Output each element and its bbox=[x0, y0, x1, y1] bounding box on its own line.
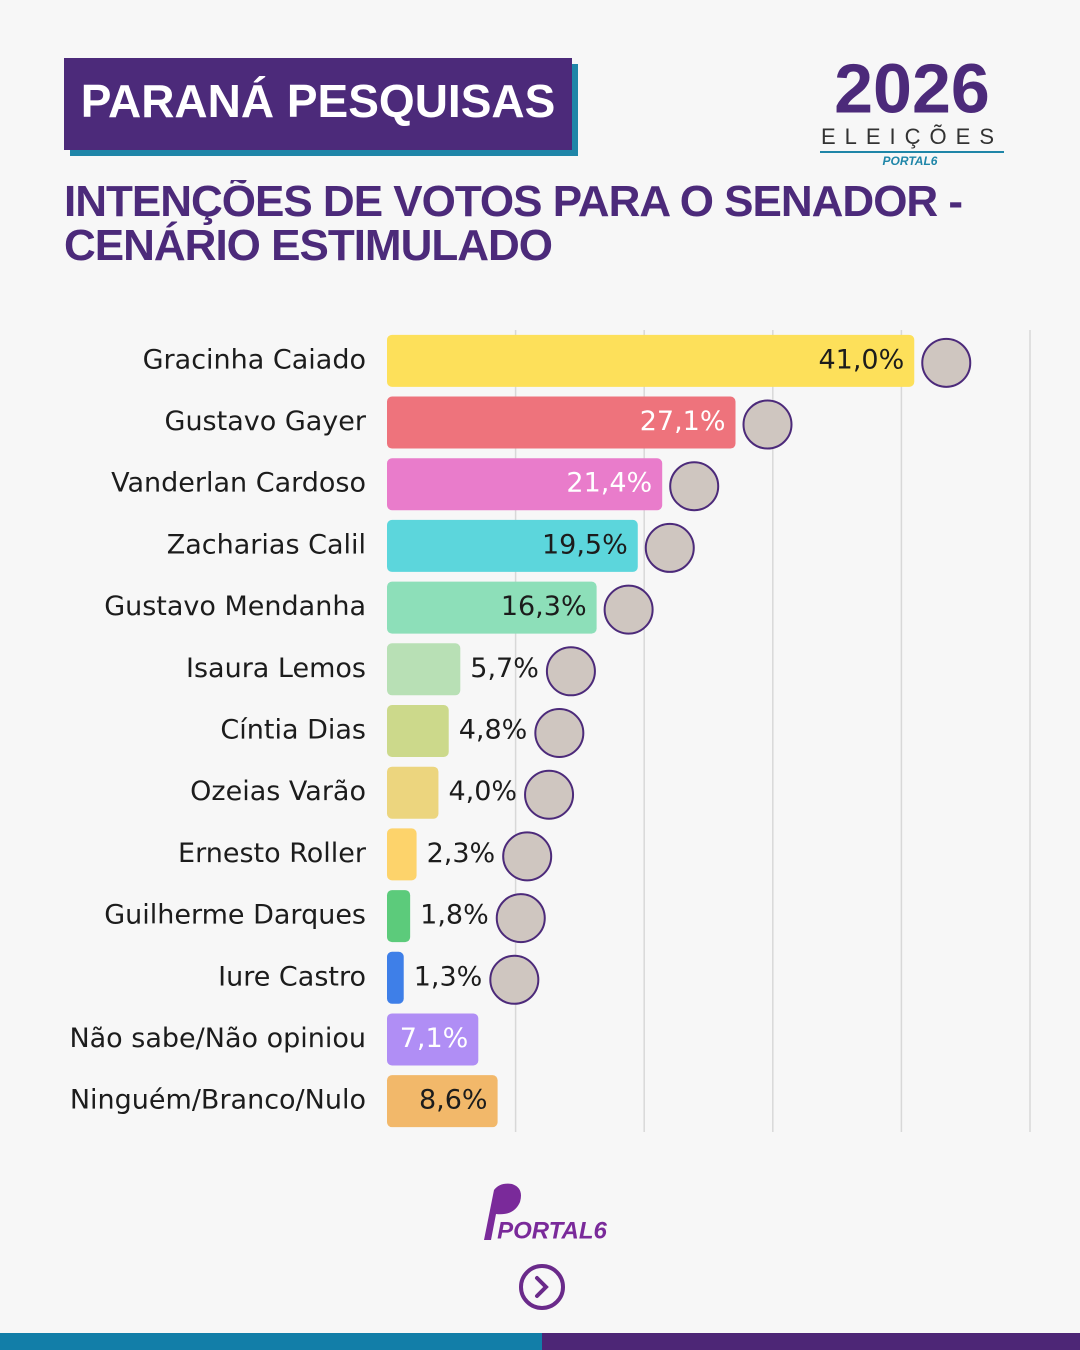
avatar bbox=[489, 954, 540, 1005]
title-box: INTENÇÕES DE VOTOS PARA O SENADOR - CENÁ… bbox=[64, 180, 963, 270]
footer-logo-mark bbox=[484, 1183, 521, 1240]
badge-text: PARANÁ PESQUISAS bbox=[81, 75, 556, 127]
value-label: 41,0% bbox=[818, 344, 904, 375]
avatar bbox=[545, 646, 596, 697]
chart: Gracinha Caiado 41,0% Gustavo Gayer 27,1% Va… bbox=[69, 330, 1031, 1132]
value-label: 7,1% bbox=[400, 1023, 469, 1054]
avatar bbox=[502, 831, 553, 882]
y-tick-label: Gustavo Mendanha bbox=[104, 591, 366, 622]
bar bbox=[387, 766, 439, 819]
y-tick-label: Gustavo Gayer bbox=[165, 406, 367, 437]
y-tick-label: Isaura Lemos bbox=[186, 653, 366, 684]
bar bbox=[387, 643, 461, 696]
bar bbox=[387, 890, 411, 943]
footer-brand: PORTAL6 bbox=[497, 1217, 607, 1244]
logo-year: 2026 bbox=[834, 49, 990, 127]
next-arrow bbox=[535, 1276, 549, 1298]
bar bbox=[387, 951, 404, 1004]
footer-bar-left bbox=[0, 1333, 542, 1350]
logo-brand: PORTAL6 bbox=[883, 154, 938, 168]
chart-title: INTENÇÕES DE VOTOS PARA O SENADOR - CENÁ… bbox=[64, 180, 963, 270]
bar bbox=[387, 581, 597, 634]
bar bbox=[387, 396, 736, 449]
logo-caption: ELEIÇÕES bbox=[821, 124, 1003, 149]
bar bbox=[387, 1013, 479, 1066]
avatar bbox=[534, 708, 585, 758]
value-label: 27,1% bbox=[640, 406, 726, 437]
value-label: 19,5% bbox=[542, 529, 628, 560]
bar bbox=[387, 705, 449, 757]
avatar bbox=[742, 399, 793, 450]
y-tick-label: Vanderlan Cardoso bbox=[111, 468, 366, 499]
y-tick-label: Iure Castro bbox=[218, 961, 366, 992]
bar bbox=[387, 519, 638, 572]
next-button[interactable] bbox=[519, 1264, 565, 1310]
y-tick-label: Cíntia Dias bbox=[220, 715, 366, 746]
avatar bbox=[524, 769, 575, 820]
value-label: 4,8% bbox=[459, 715, 528, 746]
value-label: 5,7% bbox=[470, 653, 539, 684]
y-tick-label: Ozeias Varão bbox=[190, 776, 366, 807]
y-tick-label: Ninguém/Branco/Nulo bbox=[70, 1085, 366, 1116]
badge bbox=[64, 58, 572, 150]
avatar bbox=[495, 893, 546, 944]
y-tick-label: Zacharias Calil bbox=[167, 529, 366, 560]
bar bbox=[387, 828, 417, 881]
y-tick-label: Guilherme Darques bbox=[104, 900, 366, 931]
value-label: 1,8% bbox=[420, 900, 489, 931]
value-label: 16,3% bbox=[501, 591, 587, 622]
value-label: 1,3% bbox=[414, 961, 483, 992]
bar bbox=[387, 458, 663, 511]
y-tick-label: Gracinha Caiado bbox=[143, 344, 366, 375]
bar bbox=[387, 334, 915, 387]
value-label: 21,4% bbox=[566, 468, 652, 499]
avatar bbox=[644, 522, 695, 573]
footer-bar-right bbox=[542, 1333, 1080, 1350]
value-label: 4,0% bbox=[448, 776, 517, 807]
avatar bbox=[669, 461, 720, 512]
y-tick-label: Ernesto Roller bbox=[178, 838, 367, 869]
avatar bbox=[603, 584, 654, 635]
y-tick-label: Não sabe/Não opiniou bbox=[69, 1023, 366, 1054]
value-label: 8,6% bbox=[419, 1085, 488, 1116]
bar bbox=[387, 1075, 498, 1128]
value-label: 2,3% bbox=[427, 838, 496, 869]
avatar bbox=[921, 337, 972, 388]
